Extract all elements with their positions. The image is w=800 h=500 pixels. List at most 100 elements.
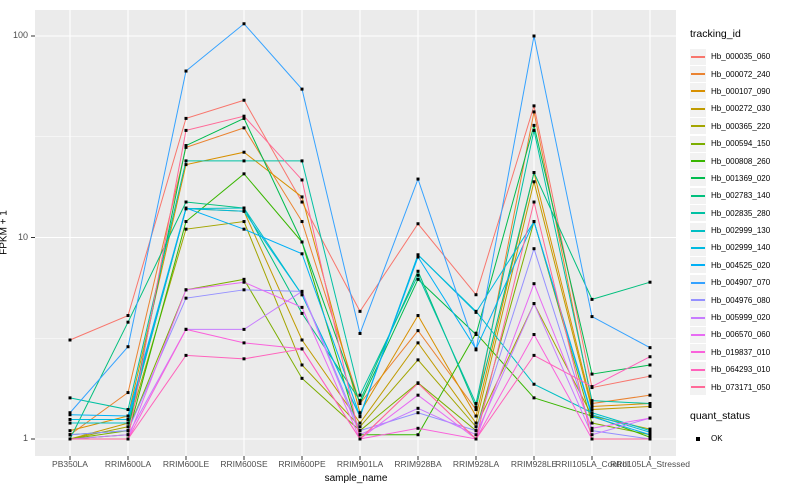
legend-item-Hb_000272_030: Hb_000272_030 — [690, 100, 798, 117]
x-tick-label-RRIM901LA: RRIM901LA — [336, 459, 384, 469]
legend-key-swatch — [690, 66, 706, 83]
data-point — [126, 421, 130, 425]
legend-color-line-icon — [691, 351, 705, 354]
data-point — [590, 385, 594, 389]
data-point — [474, 414, 478, 418]
data-point — [242, 341, 246, 345]
legend-item-label: OK — [711, 434, 723, 443]
legend-color-line-icon — [691, 316, 705, 319]
data-point — [126, 314, 130, 318]
data-point — [242, 357, 246, 361]
legend-item-label: Hb_000107_090 — [711, 86, 771, 96]
legend-color-line-icon — [691, 281, 705, 284]
legend-title-tracking-id: tracking_id — [690, 28, 741, 40]
legend-item-Hb_001369_020: Hb_001369_020 — [690, 170, 798, 187]
x-tick-label-RRII105LA_Control: RRII105LA_Control — [555, 459, 629, 469]
data-point — [648, 404, 652, 408]
data-point — [184, 353, 188, 357]
legend-item-Hb_000365_220: Hb_000365_220 — [690, 118, 798, 135]
legend-key-swatch — [690, 100, 706, 117]
data-point — [590, 415, 594, 419]
data-point — [474, 408, 478, 412]
data-point — [300, 293, 304, 297]
y-tick-100: 100 — [12, 30, 28, 40]
legend-title-quant-status: quant_status — [690, 409, 751, 422]
data-point — [532, 247, 536, 251]
data-point — [358, 437, 362, 441]
x-tick-label-RRIM600PE: RRIM600PE — [278, 459, 326, 469]
data-point — [126, 320, 130, 324]
data-point — [416, 253, 420, 257]
data-point — [126, 408, 130, 412]
data-point — [184, 159, 188, 163]
data-point — [648, 393, 652, 397]
legend-key-swatch — [690, 187, 706, 204]
data-point — [532, 110, 536, 114]
legend-item-Hb_000107_090: Hb_000107_090 — [690, 83, 798, 100]
legend-item-label: Hb_005999_020 — [711, 313, 771, 323]
data-point — [242, 209, 246, 213]
data-point — [648, 430, 652, 434]
data-point — [358, 393, 362, 397]
data-point — [358, 433, 362, 437]
data-point — [300, 178, 304, 182]
data-point — [648, 427, 652, 431]
legend-key-swatch — [690, 135, 706, 152]
legend-item-Hb_004907_070: Hb_004907_070 — [690, 274, 798, 291]
data-point — [648, 435, 652, 439]
data-point — [532, 180, 536, 184]
data-point — [68, 411, 72, 415]
legend-item-Hb_006570_060: Hb_006570_060 — [690, 326, 798, 343]
data-point — [416, 358, 420, 362]
data-point — [242, 114, 246, 118]
data-point — [532, 396, 536, 400]
data-point — [300, 305, 304, 309]
data-point — [590, 297, 594, 301]
data-point — [242, 280, 246, 284]
legend-key-swatch — [690, 361, 706, 378]
data-point — [184, 206, 188, 210]
data-point — [358, 309, 362, 313]
data-point — [416, 411, 420, 415]
data-point — [474, 310, 478, 314]
data-point — [532, 128, 536, 132]
data-point — [126, 425, 130, 429]
data-point — [184, 144, 188, 148]
legend-color-line-icon — [691, 73, 705, 76]
data-point — [648, 402, 652, 406]
data-point — [358, 331, 362, 335]
data-point — [242, 277, 246, 281]
data-point — [590, 408, 594, 412]
data-point — [416, 269, 420, 273]
legend-key-swatch — [690, 326, 706, 343]
y-tick-10: 10 — [17, 232, 28, 242]
legend-color-line-icon — [691, 194, 705, 197]
legend-color-line-icon — [691, 177, 705, 180]
legend-item-Hb_002783_140: Hb_002783_140 — [690, 187, 798, 204]
data-point — [300, 311, 304, 315]
legend-color-line-icon — [691, 107, 705, 110]
x-tick-label-RRIM928LE: RRIM928LE — [510, 459, 558, 469]
quant-status-legend: quant_status OK — [690, 410, 798, 447]
data-point — [300, 159, 304, 163]
legend-item-Hb_002835_280: Hb_002835_280 — [690, 205, 798, 222]
legend-key-swatch — [690, 309, 706, 326]
data-point — [474, 437, 478, 441]
data-point — [416, 381, 420, 385]
legend-color-line-icon — [691, 333, 705, 336]
data-point — [416, 255, 420, 259]
legend-item-Hb_002999_140: Hb_002999_140 — [690, 239, 798, 256]
data-point — [648, 374, 652, 378]
data-point — [474, 429, 478, 433]
legend-item-label: Hb_004907_070 — [711, 278, 771, 288]
data-point — [242, 172, 246, 176]
data-point — [300, 376, 304, 380]
data-point — [300, 338, 304, 342]
data-point — [68, 421, 72, 425]
legend-key-swatch — [690, 379, 706, 396]
data-point — [532, 220, 536, 224]
data-point — [648, 280, 652, 284]
data-point — [300, 289, 304, 293]
data-point — [416, 222, 420, 226]
